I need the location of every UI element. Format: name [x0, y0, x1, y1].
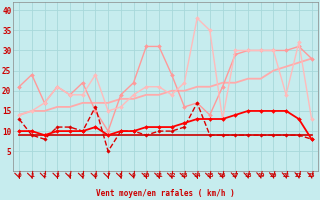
X-axis label: Vent moyen/en rafales ( km/h ): Vent moyen/en rafales ( km/h ) — [96, 189, 235, 198]
